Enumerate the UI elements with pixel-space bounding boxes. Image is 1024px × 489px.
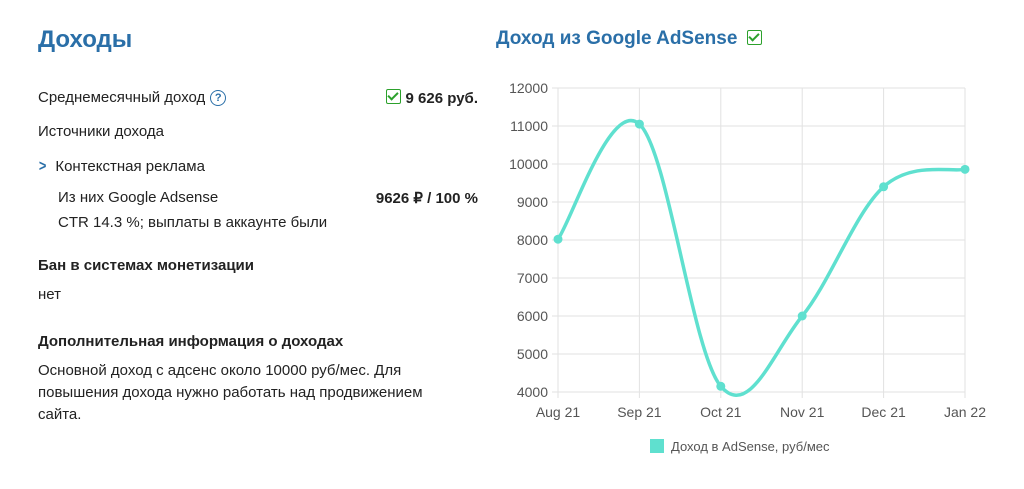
income-title: Доходы (38, 26, 133, 53)
chart-title: Доход из Google AdSense (496, 28, 762, 50)
y-tick-label: 7000 (517, 270, 548, 286)
y-tick-label: 9000 (517, 194, 548, 210)
help-icon[interactable]: ? (210, 90, 227, 106)
chevron-right-icon[interactable]: > (38, 158, 47, 175)
x-tick-label: Oct 21 (700, 404, 741, 420)
check-icon (746, 30, 762, 45)
avg-income-amount: 9 626 руб. (405, 90, 478, 107)
check-icon (386, 89, 402, 104)
y-axis-ticks: 4000 5000 6000 7000 8000 9000 10000 11000 12000 (509, 80, 548, 400)
ban-value: нет (38, 286, 61, 303)
avg-income-label: Среднемесячный доход (38, 89, 206, 106)
ctr-text: CTR 14.3 %; выплаты в аккаунте были (58, 214, 328, 231)
y-tick-label: 5000 (517, 346, 548, 362)
adsense-value: 9626 ₽ / 100 % (375, 190, 478, 207)
chart-grid (552, 87, 966, 398)
source-item-context-ads[interactable]: > Контекстная реклама (38, 158, 205, 176)
y-tick-label: 11000 (510, 118, 548, 134)
chart-title-text: Доход из Google AdSense (496, 28, 738, 49)
legend-label: Доход в AdSense, руб/мес (671, 439, 830, 454)
y-tick-label: 10000 (509, 156, 548, 172)
data-point (960, 164, 970, 174)
x-tick-label: Nov 21 (780, 404, 825, 420)
y-tick-label: 8000 (517, 232, 548, 248)
ban-title: Бан в системах монетизации (38, 257, 254, 274)
data-point (879, 182, 889, 192)
data-point (553, 234, 563, 244)
chart-legend: Доход в AdSense, руб/мес (650, 439, 830, 454)
x-tick-label: Dec 21 (861, 404, 906, 420)
source-item-label: Контекстная реклама (55, 158, 205, 175)
x-tick-label: Jan 22 (944, 404, 986, 420)
series-points (553, 119, 970, 391)
y-tick-label: 4000 (517, 384, 548, 400)
legend-swatch (650, 439, 664, 453)
extra-info-text: Основной доход с адсенс около 10000 руб/… (38, 362, 423, 423)
adsense-line-chart: 400050006000700080009000100001100012000 … (509, 80, 986, 454)
x-axis-ticks: Aug 21 Sep 21 Oct 21 Nov 21 Dec 21 Jan 22 (536, 404, 986, 420)
avg-income-value: 9 626 руб. (386, 89, 478, 107)
y-tick-label: 12000 (509, 80, 548, 96)
income-sources-label: Источники дохода (38, 123, 164, 140)
extra-info-title: Дополнительная информация о доходах (38, 333, 344, 350)
data-point (797, 311, 807, 321)
adsense-label: Из них Google Adsense (58, 189, 219, 206)
data-point (716, 381, 726, 391)
avg-income-row: Среднемесячный доход? (38, 89, 227, 106)
y-tick-label: 6000 (517, 308, 548, 324)
x-tick-label: Aug 21 (536, 404, 581, 420)
x-tick-label: Sep 21 (617, 404, 662, 420)
data-point (634, 119, 644, 129)
